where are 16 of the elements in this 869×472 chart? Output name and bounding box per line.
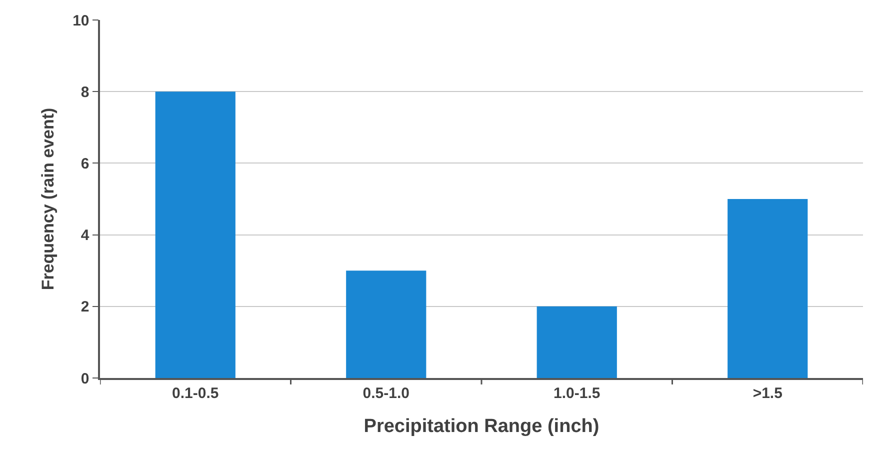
y-tick-label: 4 bbox=[80, 227, 90, 244]
y-axis-title: Frequency (rain event) bbox=[38, 108, 58, 290]
bar bbox=[346, 270, 426, 378]
y-tick-label: 8 bbox=[80, 84, 90, 101]
bar bbox=[728, 199, 808, 378]
y-tick-label: 2 bbox=[80, 298, 90, 316]
x-axis-title: Precipitation Range (inch) bbox=[364, 416, 600, 438]
x-tick-label: 0.5-1.0 bbox=[362, 384, 410, 402]
x-tick-label: 1.0-1.5 bbox=[554, 384, 600, 402]
x-tick-label: 0.1-0.5 bbox=[172, 384, 219, 402]
bar bbox=[536, 306, 617, 378]
y-tick-label: 0 bbox=[80, 370, 90, 388]
y-tick-label: 10 bbox=[72, 12, 90, 30]
x-tick-label: >1.5 bbox=[752, 384, 782, 402]
y-tick-label: 6 bbox=[80, 155, 90, 172]
bar bbox=[155, 92, 236, 378]
